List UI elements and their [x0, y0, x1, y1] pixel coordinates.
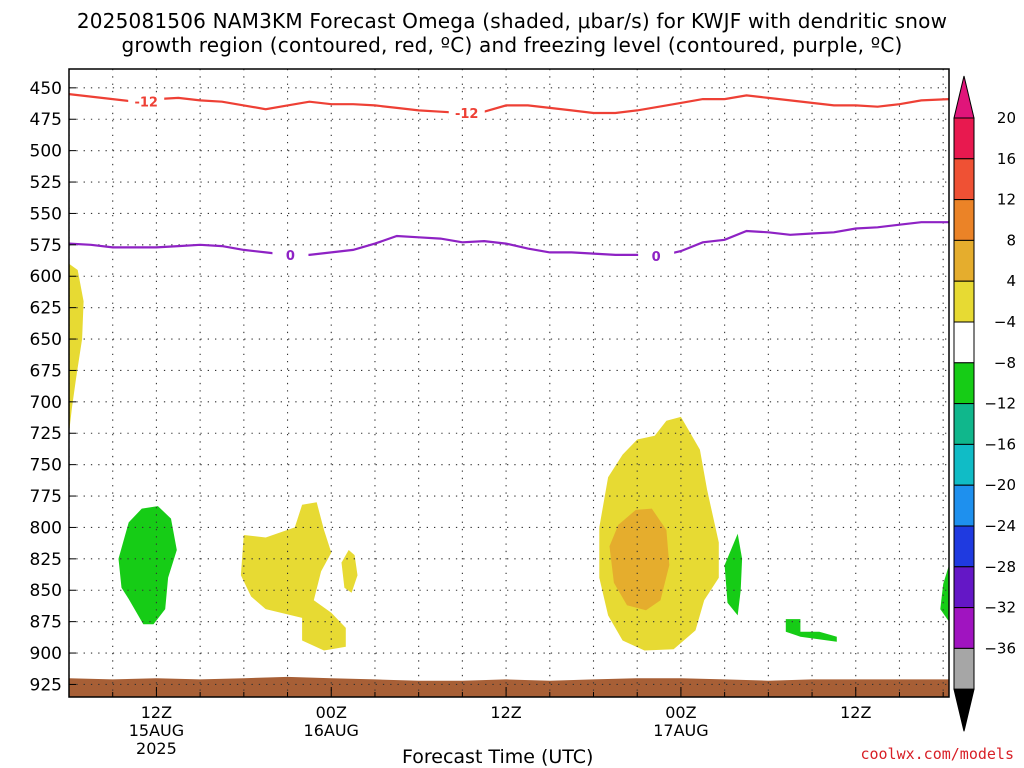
y-tick-label: 475: [30, 110, 62, 130]
omega-region-3: [341, 550, 358, 593]
x-tick-label: 12Z: [141, 703, 172, 722]
colorbar-segment: [953, 362, 975, 405]
colorbar-bottom-arrow: [953, 688, 975, 732]
y-tick-label: 725: [30, 424, 62, 444]
x-tick-label: 00Z: [665, 703, 696, 722]
colorbar-level-label: −24: [984, 517, 1016, 535]
y-tick-label: 600: [30, 267, 62, 287]
contour-label-bg: [272, 246, 309, 262]
omega-region-8: [785, 619, 837, 642]
plot-frame: [68, 68, 950, 698]
x-tick-sublabel: 16AUG: [304, 721, 359, 740]
omega-region-9: [940, 565, 949, 622]
axes: 450 475 500 525 550 575 600 625 650 675 700 725 750 7…: [30, 68, 950, 758]
colorbar-segment: [953, 443, 975, 486]
plot-area: -12 -12 0 0: [69, 69, 949, 697]
colorbar-segment: [953, 403, 975, 445]
y-tick-label: 750: [30, 456, 62, 476]
x-tick-sublabel: 17AUG: [653, 721, 708, 740]
chart-title-line-2: growth region (contoured, red, ºC) and f…: [121, 33, 903, 57]
colorbar-level-label: 12: [997, 191, 1016, 209]
colorbar-level-label: −8: [994, 354, 1016, 372]
colorbar-segment: [953, 117, 975, 160]
terrain-fill: [69, 676, 949, 697]
colorbar-level-label: 8: [1006, 231, 1016, 249]
colorbar-level-label: −4: [994, 313, 1016, 331]
contour-line-2: [69, 221, 949, 258]
colorbar-segment: [953, 158, 975, 201]
y-tick-label: 800: [30, 518, 62, 538]
colorbar-segment: [953, 647, 975, 690]
y-tick-label: 925: [30, 675, 62, 695]
x-tick-sublabel: 2025: [136, 739, 177, 758]
y-tick-label: 525: [30, 173, 62, 193]
colorbar-level-label: 16: [997, 150, 1016, 168]
omega-region-6: [118, 506, 177, 625]
y-tick-label: 825: [30, 550, 62, 570]
x-axis-label: Forecast Time (UTC): [402, 746, 594, 768]
x-tick-label: 12Z: [840, 703, 871, 722]
y-tick-label: 450: [30, 79, 62, 99]
contour-line-1: [69, 93, 949, 115]
colorbar-level-label: −20: [984, 476, 1016, 494]
credit-text: coolwx.com/models: [860, 745, 1014, 763]
y-tick-label: 550: [30, 204, 62, 224]
colorbar-level-label: 4: [1006, 272, 1016, 290]
colorbar-level-label: −32: [984, 599, 1016, 617]
colorbar-segment: [953, 525, 975, 568]
omega-region-7: [724, 533, 743, 616]
contour-label: 0: [652, 250, 661, 265]
y-tick-label: 850: [30, 581, 62, 601]
colorbar-level-label: −16: [984, 435, 1016, 453]
colorbar-segment: [953, 280, 975, 323]
colorbar-segment: [953, 321, 975, 364]
x-tick-sublabel: 15AUG: [129, 721, 184, 740]
colorbar-level-label: 20: [997, 109, 1016, 127]
colorbar-level-label: −12: [984, 395, 1016, 413]
contour-label-bg: [448, 104, 485, 120]
chart-title-line-1: 2025081506 NAM3KM Forecast Omega (shaded…: [76, 9, 948, 33]
y-tick-label: 575: [30, 236, 62, 256]
colorbar-segment: [953, 607, 975, 649]
colorbar-level-label: −28: [984, 558, 1016, 576]
plot-clip-group: -12 -12 0 0: [69, 69, 949, 697]
contour-label: -12: [134, 96, 158, 111]
colorbar-top-arrow: [953, 75, 975, 119]
y-tick-label: 675: [30, 361, 62, 381]
x-tick-label: 12Z: [490, 703, 521, 722]
contour-label: 0: [286, 249, 295, 264]
colorbar-segment: [953, 199, 975, 241]
colorbar-segment: [953, 239, 975, 282]
y-tick-label: 900: [30, 644, 62, 664]
y-tick-label: 625: [30, 299, 62, 319]
omega-region-2: [240, 502, 346, 651]
colorbar-level-label: −36: [984, 639, 1016, 657]
omega-region-1: [69, 263, 84, 434]
contour-label-bg: [128, 93, 165, 109]
y-tick-label: 875: [30, 613, 62, 633]
colorbar-segment: [953, 484, 975, 527]
colorbar: 20 16 12 8 4 −4 −8 −12 −16 −20 −24 −28 −32 −36: [953, 75, 1016, 732]
y-tick-label: 500: [30, 142, 62, 162]
x-tick-label: 00Z: [316, 703, 347, 722]
contour-label: -12: [455, 107, 479, 122]
contour-label-bg: [638, 248, 675, 264]
y-tick-label: 775: [30, 487, 62, 507]
y-tick-label: 700: [30, 393, 62, 413]
omega-region-5: [609, 508, 670, 611]
y-tick-label: 650: [30, 330, 62, 350]
colorbar-segment: [953, 566, 975, 609]
